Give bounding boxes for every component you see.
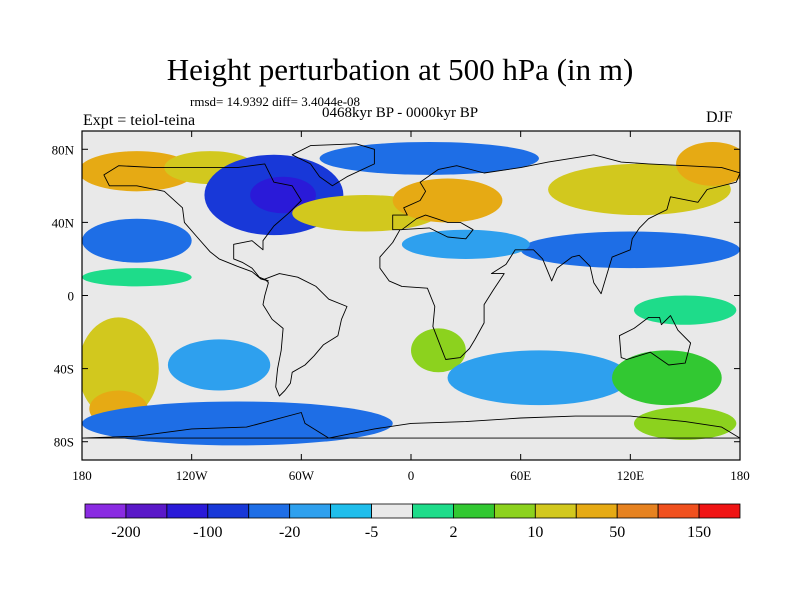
field-region-12: [82, 268, 192, 287]
x-tick-label-1: 120W: [176, 468, 209, 483]
colorbar-swatch-9: [453, 503, 495, 519]
chart-title: Height perturbation at 500 hPa (in m): [166, 52, 634, 87]
colorbar-label-3: -5: [365, 524, 378, 541]
season-label: DJF: [706, 109, 733, 126]
colorbar-label-4: 2: [449, 524, 457, 541]
field-region-16: [167, 339, 271, 391]
colorbar-swatch-1: [125, 503, 168, 519]
field-region-13: [633, 295, 737, 325]
colorbar-swatch-3: [207, 503, 250, 519]
greenland-outline: [291, 143, 375, 187]
colorbar-label-2: -20: [279, 524, 300, 541]
north-america-outline: [103, 163, 302, 282]
colorbar: -200 -100 -20 -5 2 10 50 150: [84, 503, 741, 541]
experiment-label: Expt = teiol-teina: [83, 112, 196, 129]
x-tick-label-4: 60E: [510, 468, 531, 483]
field-region-3: [250, 176, 316, 214]
field-region-17: [82, 401, 393, 446]
field-region-8: [392, 178, 503, 223]
field-region-10: [401, 229, 530, 259]
south-america-outline: [262, 273, 348, 397]
colorbar-swatch-13: [616, 503, 659, 519]
colorbar-swatch-2: [166, 503, 209, 519]
stats-text: rmsd= 14.9392 diff= 3.4044e-08: [190, 94, 361, 109]
x-tick-label-3: 0: [408, 468, 415, 483]
period-label: 0468kyr BP - 0000kyr BP: [322, 105, 479, 121]
field-region-11: [82, 218, 192, 263]
colorbar-swatch-8: [412, 503, 454, 519]
colorbar-label-1: -100: [193, 524, 222, 541]
colorbar-swatch-14: [657, 503, 700, 519]
y-tick-label-4: 80S: [54, 435, 74, 450]
colorbar-swatch-6: [330, 503, 372, 519]
y-tick-label-2: 0: [68, 289, 75, 304]
y-tick-label-3: 40S: [54, 362, 74, 377]
field-region-0: [82, 151, 196, 192]
colorbar-swatch-5: [289, 503, 332, 519]
colorbar-swatch-7: [371, 503, 413, 519]
colorbar-label-6: 50: [609, 524, 625, 541]
colorbar-label-5: 10: [527, 524, 543, 541]
colorbar-swatch-0: [84, 503, 127, 519]
colorbar-label-0: -200: [111, 524, 140, 541]
coastlines: [82, 143, 740, 439]
field-region-21: [633, 406, 737, 440]
colorbar-label-7: 150: [687, 524, 711, 541]
y-tick-label-0: 80N: [52, 142, 75, 157]
x-tick-label-2: 60W: [289, 468, 315, 483]
colorbar-swatch-4: [248, 503, 291, 519]
x-tick-label-0: 180: [72, 468, 92, 483]
colorbar-swatch-15: [698, 503, 741, 519]
colorbar-swatch-11: [534, 503, 577, 519]
x-tick-label-6: 180: [730, 468, 750, 483]
x-tick-label-5: 120E: [617, 468, 645, 483]
field-region-18: [411, 328, 466, 373]
field-region-6: [676, 141, 740, 186]
axes: 180 120W 60W 0 60E 120E 180 80N 40N 0 40S 80S: [52, 131, 750, 483]
field-layer: [82, 131, 740, 460]
eurasia-africa-outline: [379, 154, 740, 360]
field-region-20: [612, 350, 722, 406]
australia-outline: [618, 315, 692, 366]
colorbar-swatch-12: [575, 503, 618, 519]
field-region-19: [447, 350, 631, 406]
antarctica-outline: [82, 412, 740, 439]
y-tick-label-1: 40N: [52, 215, 75, 230]
colorbar-swatch-10: [493, 503, 536, 519]
